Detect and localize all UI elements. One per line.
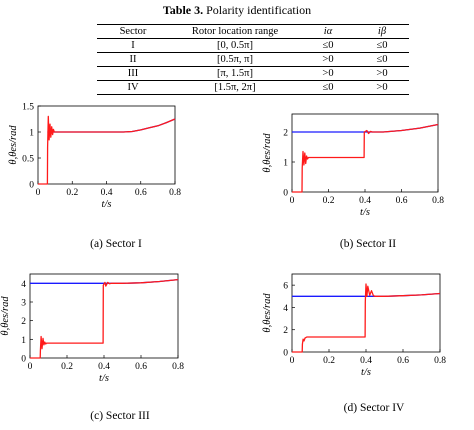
table-row: IV [1.5π, 2π] ≤0 >0 [97, 80, 409, 95]
x-tick-label: 0.6 [135, 188, 147, 198]
y-tick-label: 0 [283, 349, 288, 359]
cell-i-beta: >0 [355, 80, 409, 95]
cell-i-alpha: >0 [301, 52, 355, 67]
table-row: III [π, 1.5π] >0 >0 [97, 66, 409, 81]
y-tick-label: 4 [21, 280, 26, 290]
plot-sector-3: 0 0.2 0.4 0.6 0.8 0 1 2 3 4 t/s θ,θes/rad [0, 273, 184, 384]
table-row: II [0.5π, π] >0 ≤0 [97, 52, 409, 67]
x-tick-label: 0.2 [61, 362, 73, 372]
y-tick-label: 1 [283, 159, 288, 169]
x-tick-label: 0 [36, 188, 41, 198]
table-caption-text: Polarity identification [203, 3, 312, 17]
x-tick-label: 0 [28, 362, 33, 372]
y-tick-label: 4 [283, 304, 288, 314]
x-tick-label: 0.4 [98, 362, 110, 372]
y-tick-label: 1 [29, 129, 34, 139]
x-tick-label: 0.8 [432, 196, 444, 206]
header-i-alpha: iα [301, 24, 355, 39]
plot-sector-2: 0 0.2 0.4 0.6 0.8 0 1 2 t/s θ,θes/rad [262, 113, 444, 218]
y-tick-label: 0 [29, 181, 34, 191]
caption-sector-1: (a) Sector I [90, 238, 142, 250]
x-tick-label: 0 [290, 196, 295, 206]
table-row: I [0, 0.5π] ≤0 ≤0 [97, 38, 409, 53]
cell-sector: IV [97, 80, 169, 95]
y-tick-label: 0.5 [22, 155, 34, 165]
table-caption-label: Table 3. [162, 3, 204, 17]
x-tick-label: 0 [290, 356, 295, 366]
cell-range: [π, 1.5π] [169, 66, 301, 81]
x-tick-label: 0.2 [323, 356, 335, 366]
cell-i-alpha: ≤0 [301, 80, 355, 95]
y-axis-label: θ,θes/rad [262, 133, 273, 173]
y-tick-label: 1.5 [22, 103, 34, 113]
y-axis-label: θ,θes/rad [8, 125, 19, 165]
cell-i-beta: ≤0 [355, 38, 409, 53]
plot-sector-4: 0 0.2 0.4 0.6 0.8 0 2 4 6 t/s θ,θes/rad [262, 273, 446, 378]
plot-frame [37, 105, 176, 185]
table-caption: Table 3. Polarity identification [0, 3, 474, 18]
x-tick-label: 0.2 [323, 196, 335, 206]
series-line-red [292, 283, 441, 353]
x-tick-label: 0.8 [172, 362, 184, 372]
table-header-row: Sector Rotor location range iα iβ [97, 24, 409, 39]
cell-i-alpha: ≤0 [301, 38, 355, 53]
polarity-table: Sector Rotor location range iα iβ I [0, … [97, 24, 409, 95]
x-tick-label: 0.4 [360, 356, 372, 366]
x-tick-label: 0.8 [169, 188, 181, 198]
cell-range: [0.5π, π] [169, 52, 301, 67]
header-range: Rotor location range [169, 24, 301, 39]
caption-sector-3: (c) Sector III [90, 410, 150, 422]
cell-sector: III [97, 66, 169, 81]
y-tick-label: 2 [283, 129, 288, 139]
x-axis-label: t/s [360, 207, 370, 218]
x-axis-label: t/s [102, 199, 112, 210]
x-tick-label: 0.4 [359, 196, 371, 206]
plot-sector-1: 0 0.2 0.4 0.6 0.8 0 0.5 1 1.5 t/s θ,θes/rad [8, 103, 181, 211]
x-tick-label: 0.4 [101, 188, 113, 198]
x-tick-label: 0.6 [397, 356, 409, 366]
cell-i-alpha: >0 [301, 66, 355, 81]
x-tick-label: 0.6 [135, 362, 147, 372]
y-axis-label: θ,θes/rad [0, 296, 11, 336]
y-tick-label: 1 [21, 336, 26, 346]
header-i-beta: iβ [355, 24, 409, 39]
x-tick-label: 0.6 [396, 196, 408, 206]
x-tick-label: 0.2 [66, 188, 78, 198]
cell-i-beta: ≤0 [355, 52, 409, 67]
series-line-red [38, 115, 176, 185]
header-sector: Sector [97, 24, 169, 39]
series-line-red [292, 123, 439, 193]
x-axis-label: t/s [99, 373, 109, 384]
plot-frame [291, 113, 439, 193]
y-tick-label: 0 [21, 355, 26, 365]
cell-range: [0, 0.5π] [169, 38, 301, 53]
caption-sector-4: (d) Sector IV [343, 402, 405, 414]
y-tick-label: 3 [21, 299, 26, 309]
caption-sector-2: (b) Sector II [339, 238, 397, 250]
series-line-red [30, 278, 179, 359]
cell-i-beta: >0 [355, 66, 409, 81]
cell-range: [1.5π, 2π] [169, 80, 301, 95]
y-axis-label: θ,θes/rad [262, 293, 273, 333]
x-tick-label: 0.8 [434, 356, 446, 366]
cell-sector: II [97, 52, 169, 67]
y-tick-label: 0 [283, 189, 288, 199]
x-axis-label: t/s [361, 367, 371, 378]
cell-sector: I [97, 38, 169, 53]
y-tick-label: 2 [283, 326, 288, 336]
y-tick-label: 2 [21, 317, 26, 327]
plot-frame [29, 273, 179, 359]
y-tick-label: 6 [283, 282, 288, 292]
